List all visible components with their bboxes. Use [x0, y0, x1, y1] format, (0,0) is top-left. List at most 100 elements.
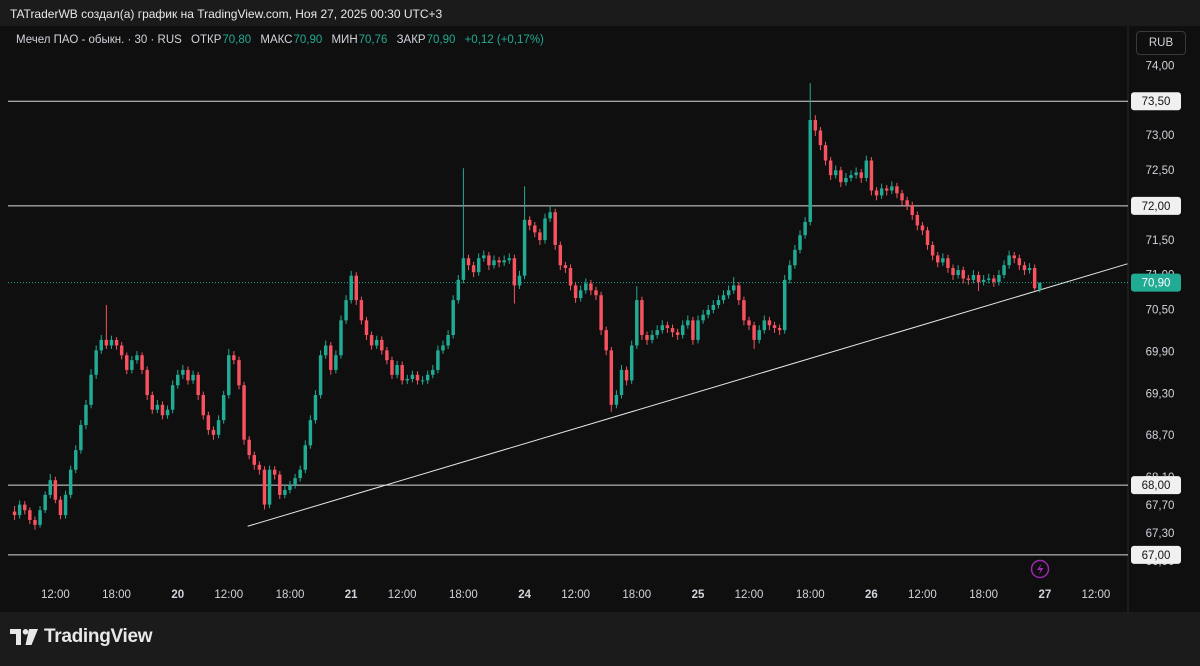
- x-tick-label: 12:00: [908, 589, 937, 601]
- currency-button[interactable]: RUB: [1136, 31, 1186, 55]
- candle-body: [640, 300, 644, 336]
- candle-body: [79, 425, 83, 451]
- chart: 74,0073,0072,5071,5071,0070,5069,9069,30…: [8, 26, 1181, 612]
- candle-body: [487, 255, 491, 266]
- candle-body: [150, 395, 154, 410]
- y-tick-label: 71,50: [1146, 235, 1175, 247]
- candle-body: [670, 328, 675, 333]
- candle-body: [828, 160, 833, 176]
- candle-body: [237, 360, 241, 386]
- candle-body: [788, 265, 792, 280]
- candle-body: [675, 332, 680, 336]
- last-price-label: 70,90: [1142, 278, 1171, 290]
- candle-body: [33, 519, 37, 525]
- y-tick-label: 73,00: [1146, 130, 1175, 142]
- y-tick-label: 67,30: [1146, 528, 1175, 540]
- candle-body: [186, 369, 190, 381]
- candle-body: [125, 355, 129, 370]
- candle-body: [420, 380, 425, 382]
- candle-body: [762, 320, 767, 331]
- x-tick-label: 12:00: [561, 589, 590, 601]
- candle-body: [915, 214, 920, 226]
- candle-body: [925, 230, 930, 245]
- candle-body: [1012, 255, 1016, 259]
- logo-text: TradingView: [44, 626, 153, 647]
- candle-body: [793, 249, 797, 266]
- candle-body: [609, 350, 614, 405]
- candle-body: [849, 175, 853, 178]
- candle-body: [461, 258, 466, 280]
- candle-body: [997, 274, 1001, 282]
- candle-body: [160, 404, 165, 416]
- candle-body: [436, 350, 440, 370]
- candle-body: [334, 355, 338, 370]
- candle-body: [425, 374, 430, 381]
- logo-icon: [10, 629, 38, 645]
- field-value: 70,90: [293, 34, 323, 46]
- logo-shape: [22, 629, 29, 635]
- alert-icon[interactable]: [1030, 559, 1050, 579]
- candle-body: [267, 469, 272, 505]
- candle-body: [191, 374, 195, 381]
- candle-body: [533, 225, 537, 233]
- last-price-box: [1131, 273, 1181, 292]
- level-label: 72,00: [1142, 201, 1171, 213]
- candle-body: [298, 469, 302, 479]
- candle-body: [1007, 255, 1011, 266]
- candle-body: [165, 409, 170, 416]
- candle-body: [74, 450, 78, 470]
- candle-body: [227, 355, 231, 396]
- candle-body: [772, 325, 777, 329]
- candle-body: [879, 188, 884, 196]
- candle-body: [385, 350, 389, 361]
- candle-body: [329, 345, 333, 370]
- candle-body: [262, 469, 267, 505]
- candle-body: [900, 193, 904, 201]
- candle-body: [782, 279, 787, 331]
- candle-body: [176, 374, 180, 386]
- candle-body: [854, 172, 858, 176]
- candle-body: [619, 369, 624, 396]
- candle-body: [890, 186, 894, 191]
- candle-body: [380, 339, 384, 351]
- candle-body: [155, 404, 160, 410]
- candle-body: [99, 339, 103, 351]
- candle-body: [43, 494, 47, 511]
- candle-body: [645, 335, 649, 340]
- candle-body: [451, 300, 455, 336]
- candle-body: [767, 320, 772, 326]
- candle-body: [941, 258, 945, 263]
- candle-body: [864, 160, 869, 178]
- candle-body: [1032, 268, 1037, 289]
- field-value: 70,76: [358, 34, 388, 46]
- candle-body: [28, 510, 32, 520]
- candle-body: [415, 374, 420, 381]
- candle-body: [339, 320, 343, 356]
- candle-body: [293, 478, 297, 486]
- level-label-box: [1131, 92, 1181, 111]
- candle-body: [798, 235, 802, 250]
- candle-body: [956, 270, 960, 275]
- level-label: 68,00: [1142, 480, 1171, 492]
- candle-body: [665, 325, 670, 329]
- candle-body: [568, 268, 573, 286]
- candle-body: [594, 290, 598, 296]
- candle-body: [395, 365, 399, 375]
- candle-body: [58, 499, 63, 516]
- candle-body: [303, 445, 308, 470]
- candle-body: [614, 395, 619, 405]
- candle-body: [578, 290, 583, 299]
- candle-body: [839, 170, 843, 183]
- candle-body: [563, 265, 568, 269]
- candle-body: [318, 355, 323, 396]
- x-tick-label: 12:00: [1081, 589, 1110, 601]
- candle-body: [696, 320, 700, 340]
- candle-body: [466, 258, 471, 266]
- candle-body: [884, 188, 889, 191]
- candle-body: [288, 485, 292, 490]
- candle-body: [145, 369, 149, 396]
- candle-body: [242, 385, 246, 440]
- candle-body: [818, 130, 823, 146]
- candle-body: [232, 355, 236, 361]
- alert-circle: [1030, 559, 1050, 579]
